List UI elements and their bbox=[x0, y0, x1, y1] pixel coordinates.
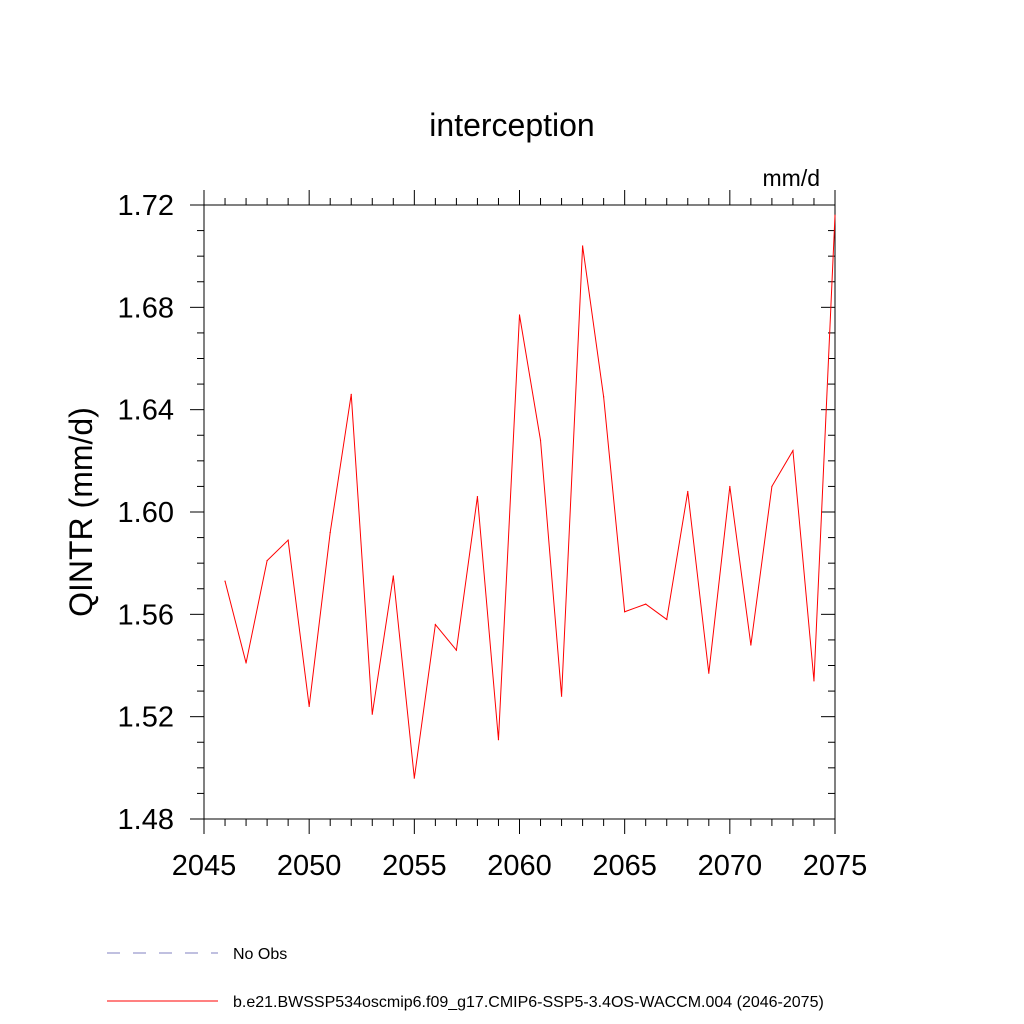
series-line bbox=[224, 215, 836, 779]
y-tick-label: 1.60 bbox=[118, 497, 174, 529]
data-point bbox=[518, 314, 521, 316]
data-point bbox=[666, 618, 668, 621]
y-tick-label: 1.64 bbox=[118, 395, 174, 427]
data-point bbox=[350, 393, 352, 395]
x-tick-label: 2070 bbox=[698, 850, 763, 882]
data-point bbox=[371, 713, 373, 715]
y-axis-ticks: 1.48 1.52 1.56 1.60 1.64 1.68 1.72 bbox=[118, 190, 835, 836]
data-point bbox=[413, 777, 415, 779]
y-tick-label: 1.48 bbox=[118, 804, 174, 836]
x-tick-label: 2055 bbox=[382, 850, 447, 882]
data-point bbox=[329, 531, 331, 534]
x-axis-ticks: 2045 2050 2055 2060 2065 2070 2075 bbox=[172, 190, 868, 882]
data-point bbox=[455, 649, 457, 651]
plot-frame bbox=[203, 204, 836, 820]
y-axis-label: QINTR (mm/d) bbox=[63, 407, 99, 617]
y-tick-label: 1.52 bbox=[118, 702, 174, 734]
data-point bbox=[287, 539, 289, 541]
data-point bbox=[687, 490, 689, 493]
legend: No Obs b.e21.BWSSP534oscmip6.f09_g17.CMIP… bbox=[107, 946, 824, 1011]
data-point bbox=[603, 396, 605, 398]
x-tick-label: 2060 bbox=[487, 850, 552, 882]
x-tick-label: 2065 bbox=[592, 850, 657, 882]
data-point bbox=[729, 485, 731, 488]
legend-label: b.e21.BWSSP534oscmip6.f09_g17.CMIP6-SSP5… bbox=[233, 994, 824, 1011]
legend-label: No Obs bbox=[233, 946, 287, 963]
data-point bbox=[392, 575, 394, 577]
x-tick-label: 2050 bbox=[277, 850, 342, 882]
y-tick-label: 1.68 bbox=[118, 292, 174, 324]
data-point bbox=[434, 623, 436, 626]
data-point bbox=[476, 496, 479, 498]
data-point bbox=[813, 680, 815, 682]
units-label: mm/d bbox=[763, 165, 821, 191]
series-layer bbox=[224, 214, 836, 779]
data-point bbox=[266, 560, 268, 562]
chart-title: interception bbox=[429, 107, 594, 143]
data-point bbox=[224, 580, 226, 582]
x-tick-label: 2075 bbox=[803, 850, 868, 882]
data-point bbox=[308, 705, 310, 708]
y-tick-label: 1.56 bbox=[118, 599, 174, 631]
data-point bbox=[497, 739, 500, 741]
data-point bbox=[245, 662, 247, 664]
data-point bbox=[582, 245, 584, 247]
data-point bbox=[624, 611, 626, 613]
data-point bbox=[560, 695, 563, 697]
data-point bbox=[792, 450, 794, 452]
data-point bbox=[708, 672, 710, 674]
data-point bbox=[539, 439, 542, 441]
data-point bbox=[834, 214, 836, 216]
data-point bbox=[645, 603, 647, 605]
data-point bbox=[771, 485, 773, 488]
x-tick-label: 2045 bbox=[172, 850, 237, 882]
data-point bbox=[750, 644, 752, 646]
y-tick-label: 1.72 bbox=[118, 190, 174, 222]
